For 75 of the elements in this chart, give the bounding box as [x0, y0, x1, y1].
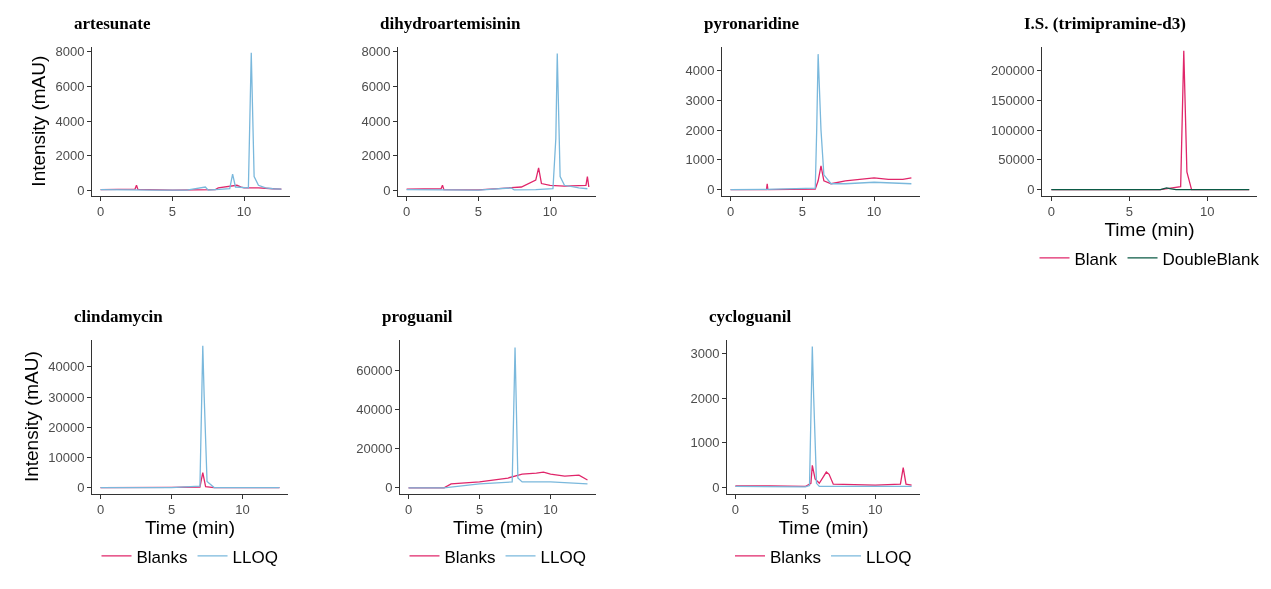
y-axis-title: Intensity (mAU) [21, 351, 43, 483]
legend-label: Blanks [444, 547, 496, 567]
x-tick-label: 5 [168, 204, 176, 220]
y-tick-label: 1000 [690, 435, 720, 451]
y-tick-label: 3000 [690, 345, 720, 361]
y-tick-label: 2000 [685, 122, 715, 138]
x-tick-label: 0 [731, 502, 740, 518]
y-tick-label: 8000 [361, 44, 391, 60]
x-tick-label: 0 [96, 502, 105, 518]
x-tick-label: 5 [798, 204, 806, 220]
chart-title: I.S. (trimipramine-d3) [1024, 14, 1186, 33]
x-axis-title: Time (min) [778, 517, 869, 539]
y-tick-label: 200000 [991, 63, 1035, 79]
x-tick-label: 10 [1199, 204, 1215, 220]
y-tick-label: 2000 [55, 148, 85, 164]
legend-label: LLOQ [540, 547, 586, 567]
y-tick-label: 4000 [685, 63, 715, 79]
y-tick-label: 0 [385, 480, 393, 496]
chart-title: dihydroartemisinin [380, 14, 521, 33]
chart-title: proguanil [382, 307, 453, 326]
y-axis-title: Intensity (mAU) [28, 55, 50, 187]
y-tick-label: 2000 [690, 390, 720, 406]
x-tick-label: 10 [866, 204, 882, 220]
x-tick-label: 5 [1125, 204, 1133, 220]
y-tick-label: 0 [77, 480, 85, 496]
x-tick-label: 5 [474, 204, 482, 220]
y-tick-label: 6000 [361, 79, 391, 95]
chart-title: pyronaridine [704, 14, 800, 33]
y-tick-label: 3000 [685, 92, 715, 108]
y-tick-label: 0 [1027, 182, 1035, 198]
x-tick-label: 0 [1047, 204, 1055, 220]
y-tick-label: 150000 [991, 92, 1035, 108]
x-tick-label: 0 [404, 502, 413, 518]
x-axis-title: Time (min) [452, 517, 544, 539]
x-tick-label: 10 [236, 204, 252, 220]
x-tick-label: 5 [475, 502, 484, 518]
x-tick-label: 5 [801, 502, 809, 518]
chart-title: cycloguanil [709, 307, 792, 326]
x-tick-label: 0 [402, 204, 411, 220]
legend-label: LLOQ [232, 547, 278, 567]
legend-label: Blanks [770, 547, 822, 567]
x-tick-label: 10 [542, 204, 558, 220]
y-tick-label: 0 [712, 480, 720, 496]
x-tick-label: 0 [726, 204, 735, 220]
x-axis-title: Time (min) [144, 517, 236, 539]
legend-label: DoubleBlank [1162, 249, 1260, 269]
y-tick-label: 10000 [48, 449, 85, 465]
x-tick-label: 10 [235, 502, 250, 518]
y-tick-label: 60000 [356, 363, 393, 379]
y-tick-label: 4000 [55, 113, 85, 129]
x-tick-label: 0 [96, 204, 105, 220]
y-tick-label: 6000 [55, 79, 85, 95]
y-tick-label: 0 [77, 183, 85, 199]
legend-label: LLOQ [866, 547, 912, 567]
y-tick-label: 100000 [991, 122, 1035, 138]
legend-label: Blank [1074, 249, 1118, 269]
y-tick-label: 50000 [998, 152, 1035, 168]
y-tick-label: 4000 [361, 113, 391, 129]
x-tick-label: 10 [543, 502, 558, 518]
x-axis-title: Time (min) [1104, 219, 1195, 241]
y-tick-label: 2000 [361, 148, 391, 164]
y-tick-label: 8000 [55, 44, 85, 60]
y-tick-label: 1000 [685, 152, 715, 168]
chart-title: artesunate [74, 14, 151, 33]
legend-label: Blanks [136, 547, 188, 567]
y-tick-label: 20000 [356, 441, 393, 457]
y-tick-label: 0 [707, 182, 715, 198]
y-tick-label: 30000 [48, 389, 85, 405]
x-tick-label: 5 [167, 502, 176, 518]
chart-title: clindamycin [74, 307, 164, 326]
y-tick-label: 40000 [48, 359, 85, 375]
y-tick-label: 40000 [356, 402, 393, 418]
y-tick-label: 20000 [48, 419, 85, 435]
y-tick-label: 0 [383, 183, 391, 199]
x-tick-label: 10 [868, 502, 883, 518]
